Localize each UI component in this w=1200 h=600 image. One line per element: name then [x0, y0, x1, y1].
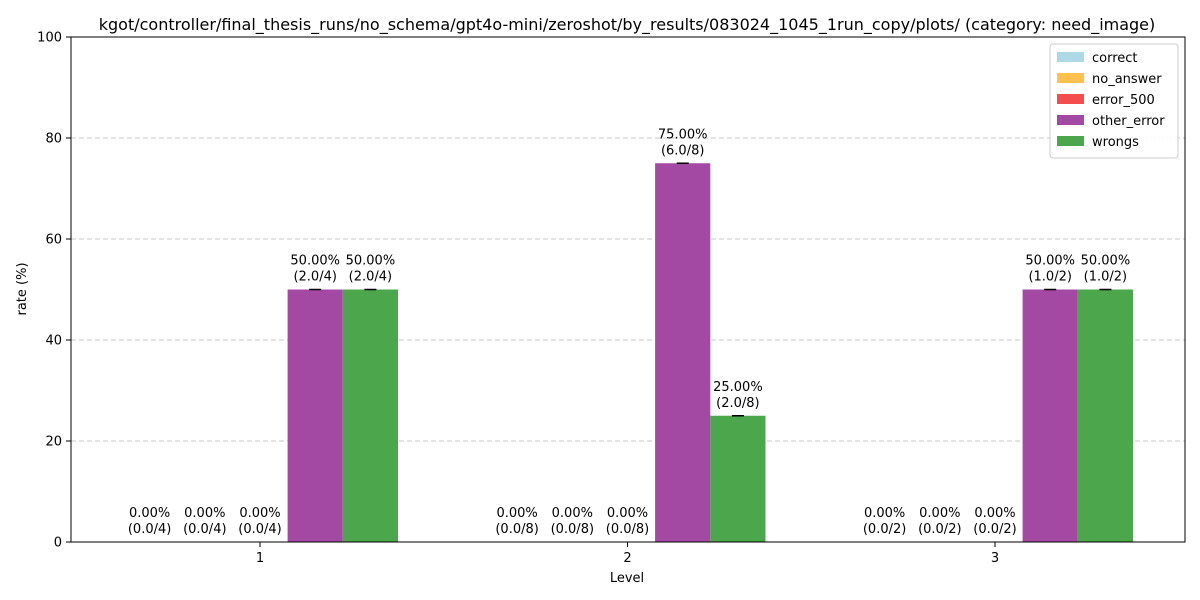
data-label-percent: 75.00% [658, 127, 708, 142]
y-tick-label: 80 [45, 132, 62, 147]
data-label-count: (0.0/2) [918, 522, 961, 537]
legend-swatch-error_500 [1057, 94, 1084, 104]
data-label-percent: 50.00% [1081, 254, 1131, 269]
y-tick-label: 40 [45, 334, 62, 349]
legend: correct no_answer error_500 other_errorwron… [1049, 43, 1179, 159]
data-label-count: (0.0/2) [973, 522, 1016, 537]
x-tick-label: 3 [991, 551, 999, 566]
bar-other_error [1022, 289, 1078, 542]
bar-other_error [287, 289, 343, 542]
data-label-percent: 50.00% [346, 254, 396, 269]
data-labels-group: 0.00%(0.0/4)0.00%(0.0/4)0.00%(0.0/4)50.0… [128, 127, 1130, 537]
y-tick-label: 20 [45, 435, 62, 450]
data-label-percent: 0.00% [184, 506, 225, 521]
data-label-count: (0.0/2) [863, 522, 906, 537]
data-label-percent: 0.00% [552, 506, 593, 521]
legend-swatch-other_error [1057, 115, 1084, 125]
data-label-percent: 0.00% [496, 506, 537, 521]
data-label-percent: 0.00% [974, 506, 1015, 521]
bars-group [287, 162, 1133, 542]
x-axis: 1 2 3 [256, 542, 999, 566]
data-label-count: (0.0/4) [238, 522, 281, 537]
data-label-count: (2.0/4) [349, 270, 392, 285]
data-label-percent: 50.00% [1025, 254, 1075, 269]
data-label-count: (0.0/8) [495, 522, 538, 537]
bar-other_error [655, 163, 711, 542]
data-label-count: (0.0/4) [128, 522, 171, 537]
data-label-percent: 0.00% [129, 506, 170, 521]
data-label-count: (0.0/8) [551, 522, 594, 537]
y-tick-label: 60 [45, 233, 62, 248]
data-label-percent: 0.00% [607, 506, 648, 521]
legend-label: no_answer [1092, 72, 1162, 87]
data-label-count: (1.0/2) [1028, 270, 1071, 285]
legend-label: wrongs [1092, 135, 1139, 150]
data-label-count: (2.0/4) [293, 270, 336, 285]
x-axis-label: Level [610, 571, 644, 586]
data-label-percent: 25.00% [713, 380, 763, 395]
y-tick-label: 0 [54, 536, 62, 551]
x-tick-label: 2 [623, 551, 631, 566]
legend-box [1049, 43, 1179, 159]
data-label-count: (2.0/8) [716, 396, 759, 411]
chart-title: kgot/controller/final_thesis_runs/no_sch… [99, 15, 1156, 35]
bar-wrongs [342, 289, 398, 542]
plot-frame [70, 36, 1186, 543]
data-label-count: (0.0/8) [606, 522, 649, 537]
y-axis-label: rate (%) [15, 262, 30, 315]
data-label-count: (1.0/2) [1084, 270, 1127, 285]
data-label-count: (0.0/4) [183, 522, 226, 537]
data-label-percent: 0.00% [919, 506, 960, 521]
y-tick-label: 100 [37, 31, 62, 46]
bar-wrongs [710, 415, 766, 542]
data-label-percent: 0.00% [239, 506, 280, 521]
legend-swatch-wrongs [1057, 136, 1084, 146]
data-label-count: (6.0/8) [661, 143, 704, 158]
x-tick-label: 1 [256, 551, 264, 566]
y-axis: 0 20 40 60 80 100 [37, 31, 71, 551]
legend-swatch-correct [1057, 52, 1084, 62]
grid-lines [71, 137, 1185, 442]
data-label-percent: 0.00% [864, 506, 905, 521]
legend-label: correct [1092, 51, 1138, 66]
legend-label: other_error [1092, 114, 1165, 129]
data-label-percent: 50.00% [290, 254, 340, 269]
legend-swatch-no_answer [1057, 73, 1084, 83]
bar-wrongs [1077, 289, 1133, 542]
legend-label: error_500 [1092, 93, 1155, 108]
